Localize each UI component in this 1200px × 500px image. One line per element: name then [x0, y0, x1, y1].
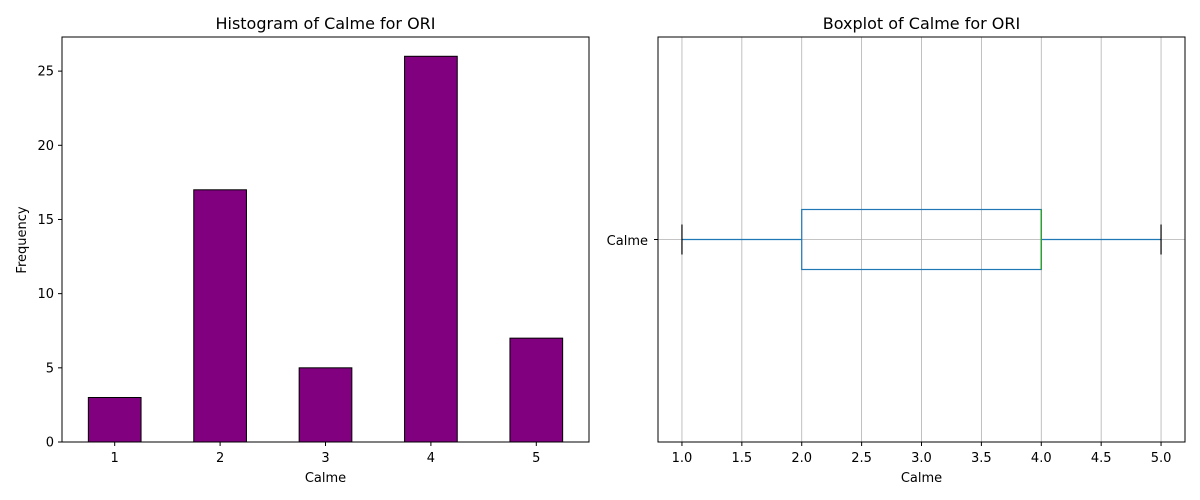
histogram-y-tick-label: 20 [37, 139, 54, 154]
histogram-title: Histogram of Calme for ORI [215, 14, 435, 33]
histogram-bars [87, 55, 564, 443]
histogram-y-tick-label: 5 [46, 361, 54, 376]
boxplot-x-tick-label: 2.5 [851, 451, 872, 466]
histogram-bar [404, 55, 458, 443]
boxplot-x-tick-label: 3.5 [971, 451, 992, 466]
histogram-x-label: Calme [305, 471, 346, 486]
histogram-x-tick-label: 1 [111, 451, 119, 466]
boxplot-x-tick-label: 5.0 [1151, 451, 1172, 466]
boxplot-x-tick-label: 2.0 [791, 451, 812, 466]
histogram-y-tick-label: 10 [37, 287, 54, 302]
histogram-x-tick-label: 5 [532, 451, 540, 466]
boxplot-x-tick-label: 1.0 [672, 451, 693, 466]
histogram-bar [193, 189, 247, 443]
histogram-bar [298, 367, 353, 443]
boxplot-x-axis: 1.0 1.5 2.0 2.5 3.0 3.5 4.0 4.5 5.0 [654, 37, 1185, 466]
boxplot-plot-frame [657, 36, 1186, 443]
histogram-y-tick-label: 25 [37, 65, 54, 80]
boxplot-x-tick-label: 4.5 [1091, 451, 1112, 466]
boxplot-x-label: Calme [901, 471, 942, 486]
histogram-x-axis: 1 2 3 4 5 [111, 442, 540, 466]
histogram-y-label: Frequency [15, 206, 30, 273]
histogram-plot-frame [61, 36, 590, 443]
histogram-bar [509, 337, 564, 443]
histogram-x-tick-label: 4 [427, 451, 435, 466]
histogram-bar [87, 396, 142, 443]
histogram-y-axis: 0 5 10 15 20 25 [37, 65, 62, 451]
histogram-y-tick-label: 15 [37, 213, 54, 228]
histogram-x-tick-label: 3 [321, 451, 329, 466]
boxplot-body [681, 208, 1162, 271]
histogram-x-tick-label: 2 [216, 451, 224, 466]
boxplot-category-label: Calme [607, 234, 648, 249]
boxplot-x-tick-label: 3.0 [911, 451, 932, 466]
boxplot-x-tick-label: 4.0 [1031, 451, 1052, 466]
boxplot-x-tick-label: 1.5 [731, 451, 752, 466]
histogram-y-tick-label: 0 [46, 436, 54, 451]
boxplot-chart: Boxplot of Calme for ORI 1.0 1.5 2.0 2.5 3.0… [607, 14, 1186, 486]
boxplot-title: Boxplot of Calme for ORI [823, 14, 1020, 33]
